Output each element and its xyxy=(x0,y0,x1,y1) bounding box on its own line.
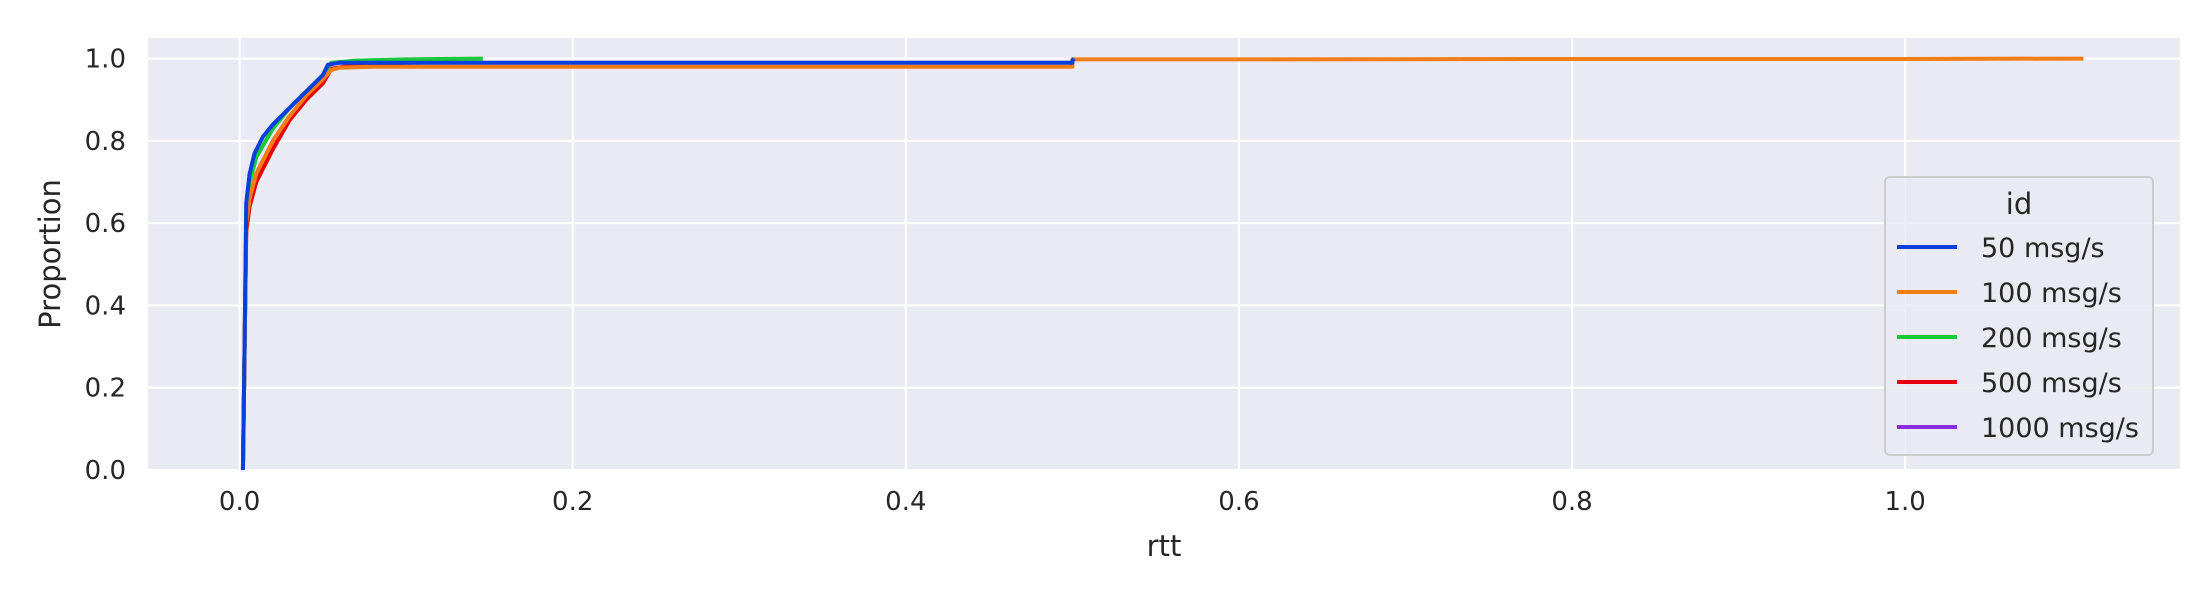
legend-label-2: 100 msg/s xyxy=(1981,278,2122,309)
x-tick-label: 0.2 xyxy=(552,487,593,517)
plot-area xyxy=(148,38,2180,471)
y-tick-label: 0.0 xyxy=(85,456,126,486)
y-tick-labels: 0.0 0.2 0.4 0.6 0.8 1.0 xyxy=(85,45,126,486)
legend: id 50 msg/s 100 msg/s 200 msg/s 500 msg/s 10… xyxy=(1884,176,2154,456)
x-tick-label: 0.6 xyxy=(1218,487,1259,517)
legend-items: 50 msg/s 100 msg/s 200 msg/s 500 msg/s 1000 … xyxy=(1897,233,2139,444)
y-tick-label: 1.0 xyxy=(85,45,126,75)
series-line-2 xyxy=(240,56,2084,471)
y-axis-label: Proportion xyxy=(33,179,67,329)
x-tick-label: 0.4 xyxy=(885,487,926,517)
legend-label-5: 1000 msg/s xyxy=(1981,413,2139,444)
x-tick-label: 0.8 xyxy=(1551,487,1592,517)
y-tick-label: 0.6 xyxy=(85,209,126,239)
x-tick-label: 0.0 xyxy=(219,487,260,517)
legend-title: id xyxy=(2006,187,2032,221)
grid-lines xyxy=(148,38,2180,471)
series-line-1 xyxy=(240,57,1076,471)
x-tick-labels: 0.0 0.2 0.4 0.6 0.8 1.0 xyxy=(219,487,1926,517)
x-axis-label: rtt xyxy=(1147,529,1182,563)
legend-label-4: 500 msg/s xyxy=(1981,368,2122,399)
legend-label-1: 50 msg/s xyxy=(1981,233,2105,264)
plot-background xyxy=(148,38,2180,470)
y-tick-label: 0.8 xyxy=(85,127,126,157)
x-tick-label: 1.0 xyxy=(1885,487,1926,517)
series-lines xyxy=(240,56,2084,471)
y-tick-label: 0.2 xyxy=(85,374,126,404)
legend-label-3: 200 msg/s xyxy=(1981,323,2122,354)
y-tick-label: 0.4 xyxy=(85,291,126,321)
